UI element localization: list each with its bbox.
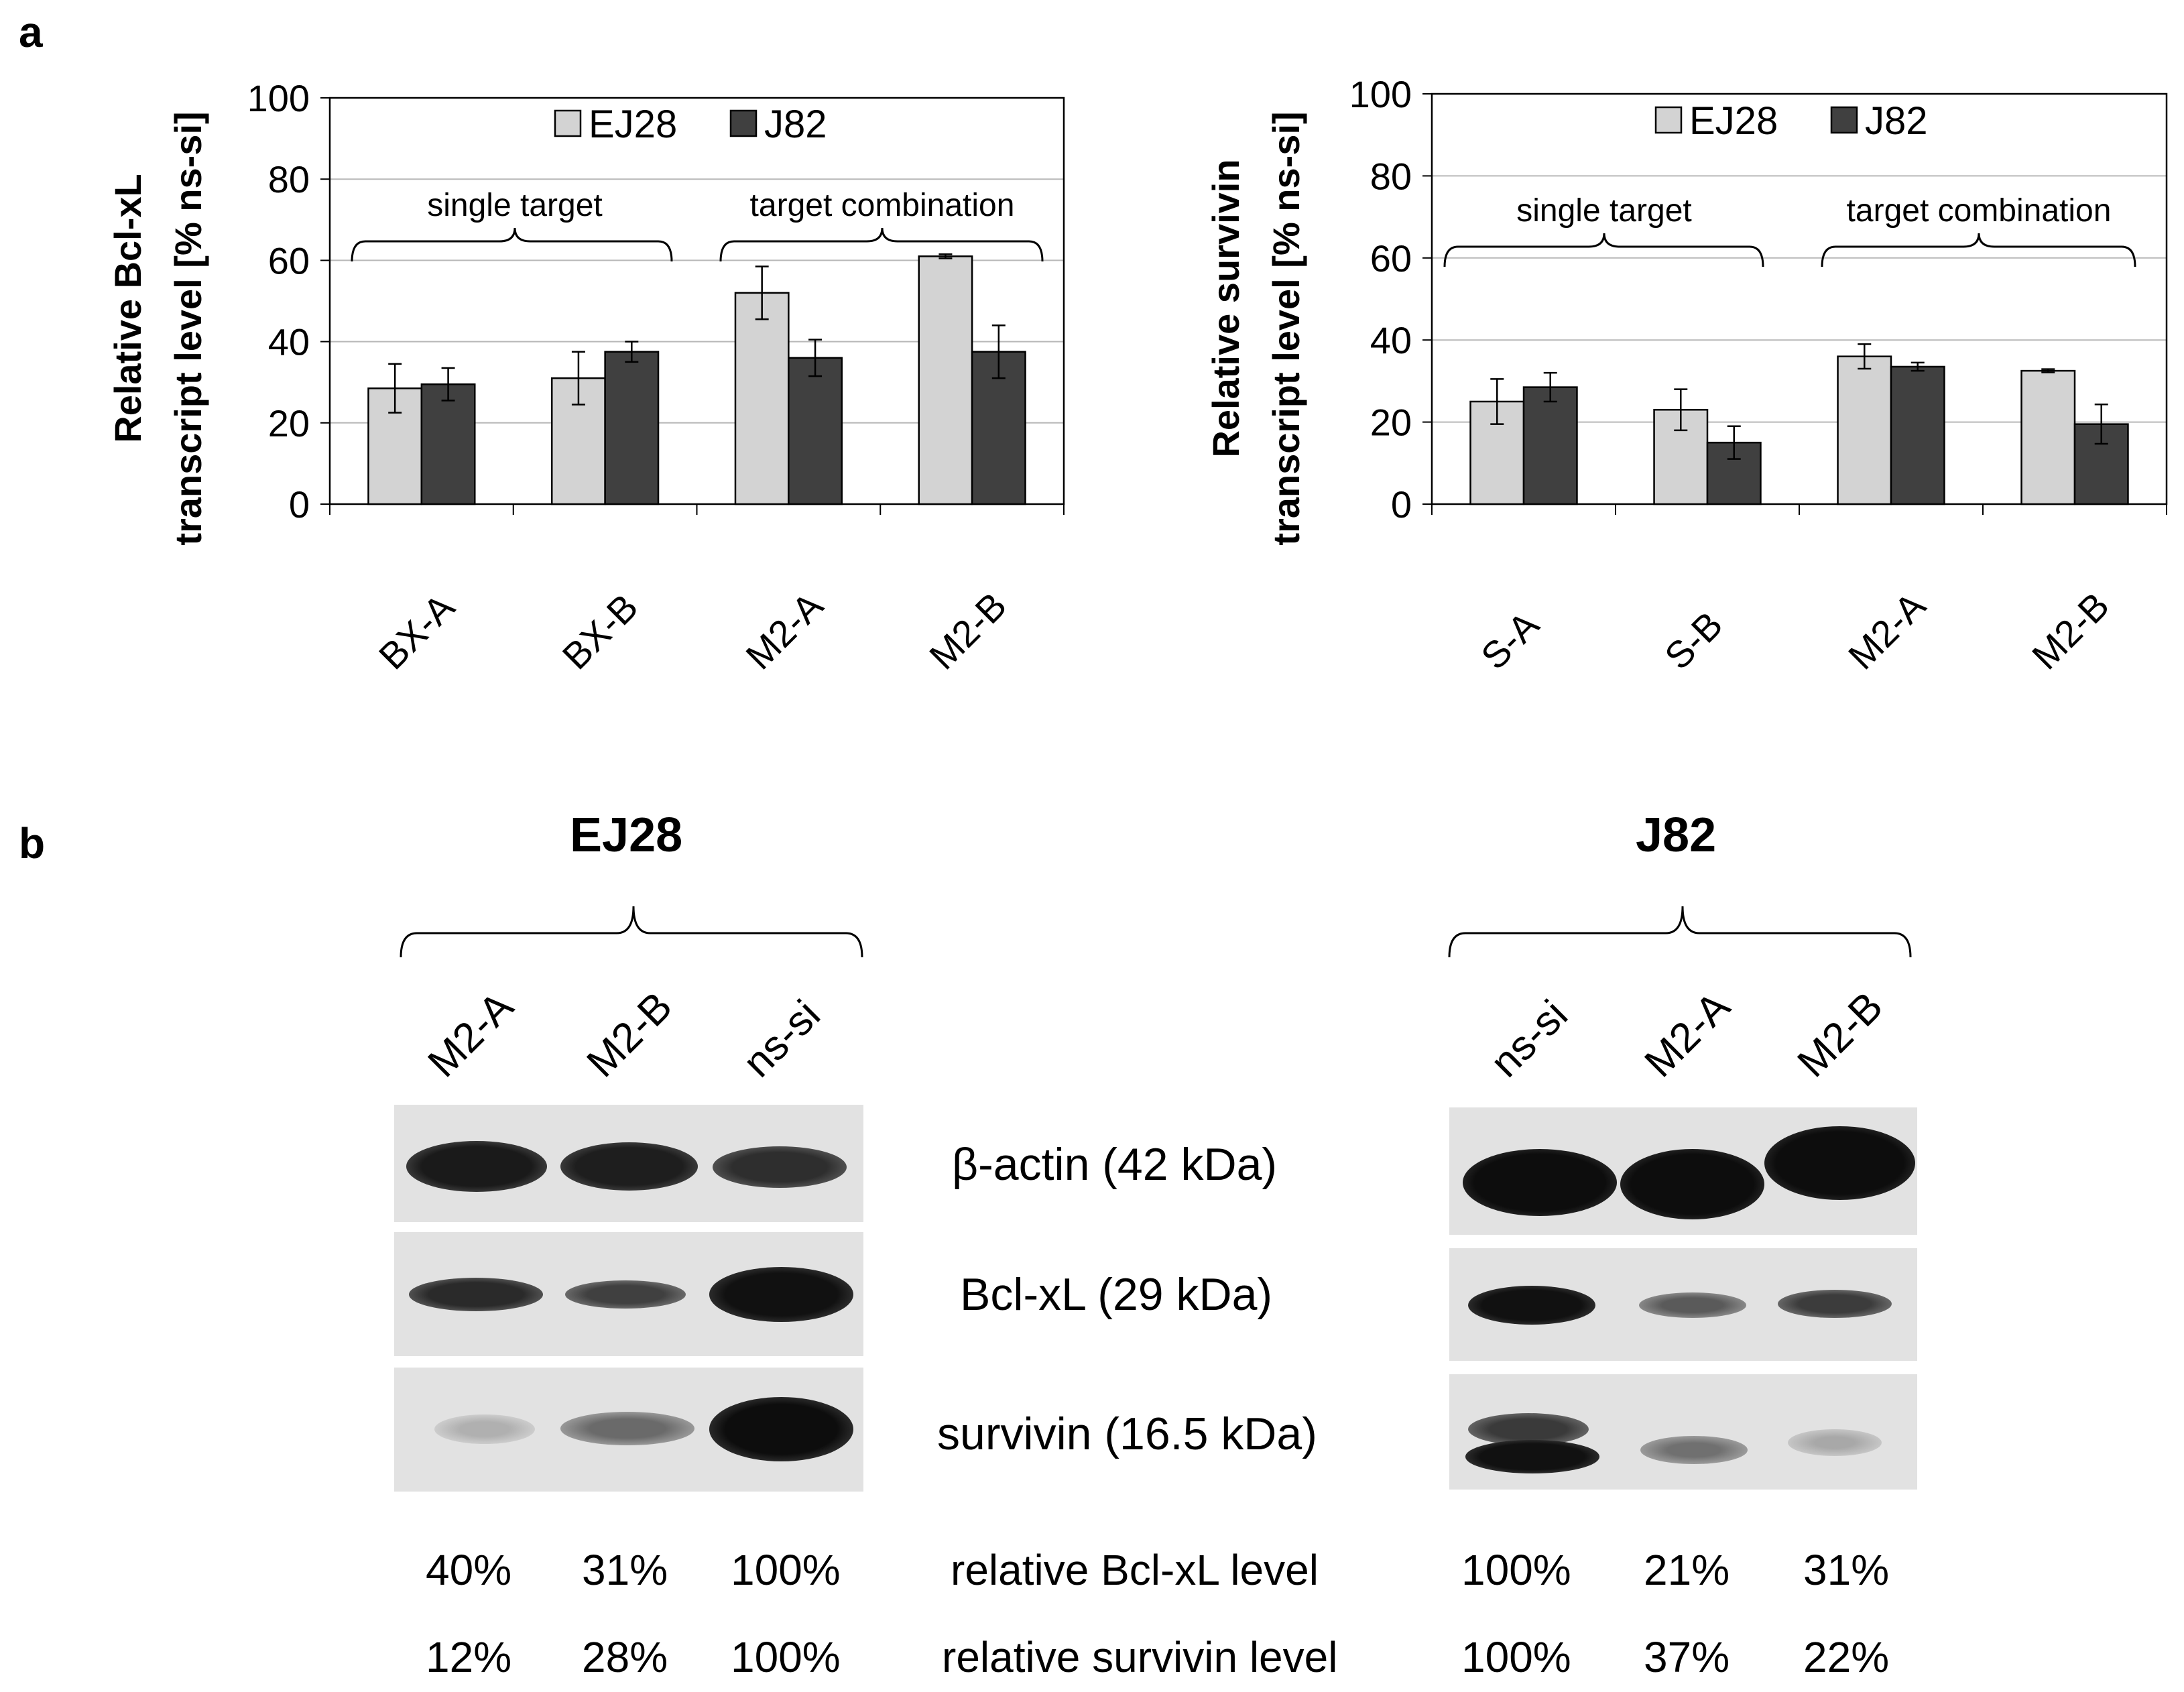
chart2-ytick-label: 60 — [1370, 237, 1412, 280]
j82-actin-blot — [1449, 1107, 1917, 1235]
band — [1778, 1290, 1892, 1318]
chart1-bar-j82-bx-a — [420, 383, 476, 505]
chart2-legend-label-ej28: EJ28 — [1689, 99, 1778, 143]
chart1-ylabel-line1: Relative Bcl-xL — [107, 174, 149, 443]
blot-row-label-survivin: survivin (16.5 kDa) — [937, 1408, 1317, 1459]
chart2-brace-label-combination: target combination — [1847, 193, 2112, 229]
j82-title: J82 — [1636, 808, 1717, 862]
chart1-legend-label-ej28: EJ28 — [589, 103, 677, 146]
panel-a-label: a — [19, 8, 43, 56]
band — [1468, 1286, 1595, 1325]
band — [1788, 1429, 1882, 1456]
chart1-ytick-label: 0 — [289, 483, 310, 526]
chart1-legend-label-j82: J82 — [764, 103, 827, 146]
survivin-level-label: relative survivin level — [942, 1633, 1338, 1681]
chart2-ytick-label: 40 — [1370, 319, 1412, 361]
j82-surv-pct-3: 22% — [1803, 1633, 1890, 1681]
band — [560, 1142, 698, 1191]
band — [434, 1414, 535, 1444]
bcl-level-label: relative Bcl-xL level — [951, 1546, 1319, 1594]
chart2-category-label: S-A — [1473, 603, 1547, 677]
ej28-lane-brace — [400, 906, 863, 958]
j82-bclxl-blot — [1449, 1248, 1917, 1361]
chart1-category-label: BX-B — [554, 586, 646, 678]
chart1-bar-j82-m2-a — [788, 357, 843, 505]
ej28-title: EJ28 — [570, 808, 683, 862]
ej28-surv-pct-3: 100% — [731, 1633, 841, 1681]
band — [1764, 1126, 1915, 1200]
j82-surv-pct-2: 37% — [1644, 1633, 1730, 1681]
chart1-ytick-label: 40 — [268, 321, 310, 363]
ej28-bcl-pct-1: 40% — [426, 1546, 512, 1594]
chart1-legend-swatch-j82 — [729, 109, 757, 137]
chart2-legend-swatch-j82 — [1830, 106, 1858, 134]
chart1-brace-label-single: single target — [427, 188, 603, 223]
ej28-surv-pct-2: 28% — [582, 1633, 668, 1681]
chart2-bar-j82-m2-a — [1890, 365, 1945, 505]
blot-row-label-bclxl: Bcl-xL (29 kDa) — [960, 1269, 1273, 1320]
chart1-ytick-label: 80 — [268, 158, 310, 200]
j82-bcl-pct-3: 31% — [1803, 1546, 1890, 1594]
band — [1640, 1436, 1748, 1464]
chart2-ytick-label: 0 — [1391, 483, 1412, 526]
chart1-brace-combination — [719, 227, 1044, 262]
chart1-ytick-label: 20 — [268, 402, 310, 444]
band — [1639, 1292, 1746, 1318]
band — [565, 1280, 686, 1309]
chart2-bar-ej28-m2-b — [2020, 369, 2076, 505]
chart1-ytick-label: 100 — [247, 77, 310, 119]
band — [709, 1397, 853, 1461]
chart1-category-label: BX-A — [371, 585, 463, 677]
chart2-ytick-label: 20 — [1370, 402, 1412, 444]
band — [560, 1412, 694, 1445]
band — [1463, 1149, 1617, 1216]
panel-b-label: b — [19, 819, 45, 867]
chart2-bar-j82-s-a — [1522, 386, 1578, 505]
chart2-ytick-label: 80 — [1370, 155, 1412, 197]
chart1-brace-single — [351, 227, 673, 262]
chart1-brace-label-combination: target combination — [750, 188, 1015, 223]
ej28-bclxl-blot — [394, 1232, 863, 1356]
chart2-brace-combination — [1821, 233, 2136, 267]
band — [409, 1278, 543, 1311]
chart2-ytick-label: 100 — [1349, 73, 1412, 115]
chart2-brace-label-single: single target — [1516, 193, 1692, 229]
j82-bcl-pct-2: 21% — [1644, 1546, 1730, 1594]
band — [713, 1146, 847, 1188]
ej28-surv-pct-1: 12% — [426, 1633, 512, 1681]
chart1-bar-ej28-m2-a — [734, 292, 790, 505]
chart2-legend-swatch-ej28 — [1654, 106, 1683, 134]
chart2-category-label: M2-B — [2024, 584, 2117, 677]
chart2-category-label: M2-A — [1840, 584, 1934, 678]
j82-surv-pct-1: 100% — [1461, 1633, 1571, 1681]
chart2-legend-label-j82: J82 — [1865, 99, 1928, 143]
chart1-category-label: M2-B — [921, 584, 1014, 677]
j82-bcl-pct-1: 100% — [1461, 1546, 1571, 1594]
chart1-ylabel-line2: transcript level [% ns-si] — [167, 111, 209, 545]
ej28-bcl-pct-3: 100% — [731, 1546, 841, 1594]
ej28-survivin-blot — [394, 1368, 863, 1492]
ej28-actin-blot — [394, 1105, 863, 1222]
band — [406, 1141, 547, 1192]
chart2-ylabel-line2: transcript level [% ns-si] — [1265, 111, 1307, 545]
band — [1465, 1440, 1599, 1473]
chart2-ylabel-line1: Relative survivin — [1205, 159, 1247, 457]
j82-lane-brace — [1448, 906, 1912, 958]
j82-survivin-blot — [1449, 1374, 1917, 1490]
chart2-category-label: S-B — [1656, 603, 1731, 678]
blot-row-label-actin: β-actin (42 kDa) — [952, 1139, 1278, 1190]
band — [709, 1267, 853, 1322]
chart1-legend-swatch-ej28 — [554, 109, 582, 137]
chart1-ytick-label: 60 — [268, 239, 310, 282]
chart2-bar-ej28-m2-a — [1837, 355, 1892, 505]
band — [1620, 1149, 1764, 1219]
ej28-bcl-pct-2: 31% — [582, 1546, 668, 1594]
bcl-xl-transcript-chart: Relative Bcl-xL transcript level [% ns-s… — [107, 77, 1065, 678]
chart2-brace-single — [1443, 233, 1764, 267]
chart1-category-label: M2-A — [737, 584, 831, 678]
chart1-bar-ej28-m2-b — [918, 255, 973, 505]
survivin-transcript-chart: Relative survivin transcript level [% ns… — [1205, 73, 2168, 678]
chart1-bar-j82-bx-b — [604, 351, 660, 505]
